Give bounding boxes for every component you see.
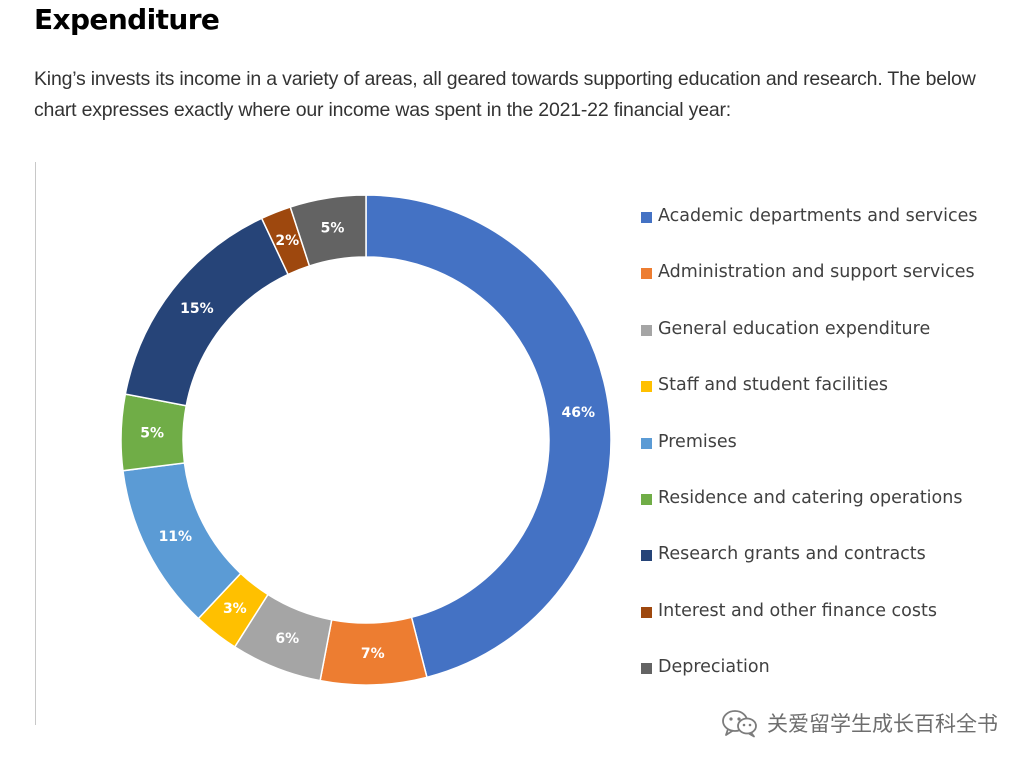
legend-swatch [641, 663, 652, 674]
wechat-icon [722, 710, 757, 738]
legend-label: Interest and other finance costs [658, 601, 937, 621]
data-label-staff-and-student-facilities: 3% [223, 601, 247, 617]
watermark: 关爱留学生成长百科全书 [721, 708, 998, 738]
legend-item-academic-departments-and-services: Academic departments and services [641, 203, 988, 230]
chart-left-border [35, 162, 36, 725]
legend-label: Premises [658, 432, 737, 452]
legend-swatch [641, 494, 652, 505]
legend-item-residence-and-catering-operations: Residence and catering operations [641, 485, 988, 512]
legend-swatch [641, 212, 652, 223]
legend-swatch [641, 268, 652, 279]
watermark-text: 关爱留学生成长百科全书 [767, 712, 998, 736]
data-label-research-grants-and-contracts: 15% [180, 301, 214, 317]
intro-paragraph: King’s invests its income in a variety o… [34, 68, 976, 121]
data-label-academic-departments-and-services: 46% [562, 405, 596, 421]
legend-item-administration-and-support-services: Administration and support services [641, 259, 988, 286]
legend-label: Depreciation [658, 657, 770, 677]
legend-label: Administration and support services [658, 262, 975, 282]
slice-academic-departments-and-services [365, 194, 612, 679]
page-title: Expenditure [34, 3, 220, 36]
legend-label: Academic departments and services [658, 206, 978, 226]
data-label-administration-and-support-services: 7% [361, 646, 385, 662]
legend-label: General education expenditure [658, 319, 931, 339]
legend-swatch [641, 381, 652, 392]
legend-swatch [641, 325, 652, 336]
legend-label: Residence and catering operations [658, 488, 963, 508]
legend-item-general-education-expenditure: General education expenditure [641, 316, 988, 343]
legend-swatch [641, 607, 652, 618]
legend-item-interest-and-other-finance-costs: Interest and other finance costs [641, 598, 988, 625]
data-label-residence-and-catering-operations: 5% [140, 425, 164, 441]
data-label-interest-and-other-finance-costs: 2% [275, 233, 299, 249]
legend-swatch [641, 438, 652, 449]
data-label-premises: 11% [159, 529, 193, 545]
legend-label: Staff and student facilities [658, 375, 888, 395]
legend-label: Research grants and contracts [658, 544, 926, 564]
legend-swatch [641, 550, 652, 561]
legend-item-premises: Premises [641, 429, 988, 456]
legend-item-staff-and-student-facilities: Staff and student facilities [641, 372, 988, 399]
data-label-general-education-expenditure: 6% [275, 631, 299, 647]
legend-item-depreciation: Depreciation [641, 654, 988, 681]
data-label-depreciation: 5% [321, 221, 345, 237]
slice-depreciation [289, 194, 367, 267]
legend-item-research-grants-and-contracts: Research grants and contracts [641, 541, 988, 568]
